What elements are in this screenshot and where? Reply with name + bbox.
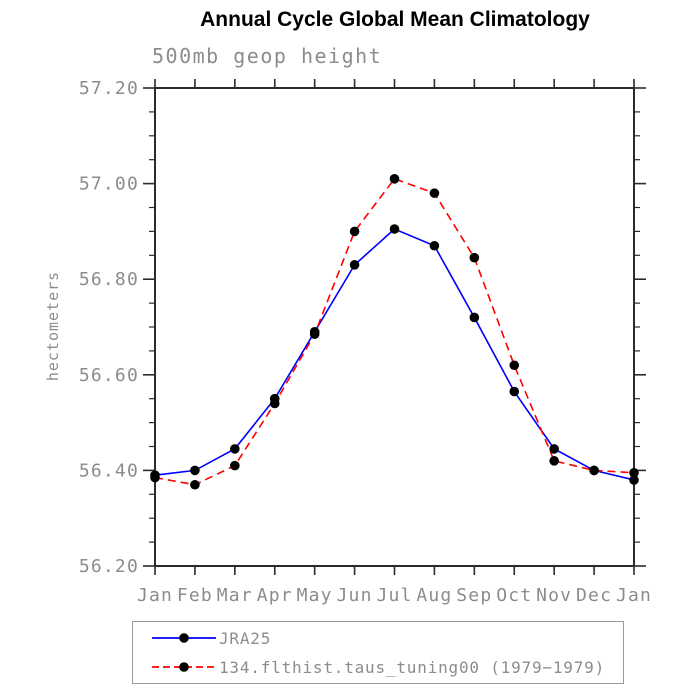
legend-row-tuning00: 134.flthist.taus_tuning00 (1979−1979) [133,652,623,682]
data-point-marker-s0 [349,260,360,270]
y-tick-label: 56.80 [79,269,139,290]
data-point-marker-s1 [429,188,440,198]
data-point-marker-s0 [429,240,440,251]
data-point-marker-s1 [549,456,559,466]
legend-sample-marker-icon [179,633,189,643]
chart-title: Annual Cycle Global Mean Climatology [200,8,590,31]
x-tick-label: Oct [496,585,532,606]
chart-subtitle: 500mb geop height [152,44,383,68]
data-point-marker-s0 [190,465,200,476]
legend-box: JRA25 134.flthist.taus_tuning00 (1979−19… [132,621,624,684]
legend-line-sample-dashed [152,662,216,672]
x-tick-label: May [297,585,333,606]
y-tick-label: 57.00 [79,174,139,195]
x-tick-label: Nov [536,585,572,606]
data-point-marker-s1 [150,472,160,483]
x-tick-label: Dec [576,585,612,606]
data-point-marker-s0 [230,444,240,454]
plot-frame [154,87,635,567]
data-point-marker-s1 [469,252,480,263]
legend-label-jra25: JRA25 [219,628,272,648]
data-point-marker-s1 [629,467,639,478]
x-tick-label: Jan [616,585,652,606]
data-point-marker-s0 [629,475,639,485]
data-point-marker-s1 [509,360,520,371]
data-point-marker-s0 [509,386,520,397]
data-point-marker-s0 [389,224,400,234]
data-point-marker-s1 [589,465,599,476]
x-tick-label: Jan [137,585,173,606]
legend-row-jra25: JRA25 [133,623,623,653]
legend-line-sample-solid [152,633,216,643]
data-point-marker-s1 [389,174,400,184]
data-point-marker-s1 [349,226,360,237]
x-tick-label: Jul [376,585,412,606]
data-point-marker-s1 [230,460,240,471]
x-tick-label: Jun [337,585,373,606]
y-tick-label: 56.40 [79,460,139,481]
series-line-0 [154,228,635,481]
y-tick-label: 56.60 [79,365,139,386]
x-tick-label: Mar [217,585,253,606]
data-point-marker-s1 [269,398,280,409]
data-point-marker-s1 [309,329,320,339]
x-tick-label: Feb [177,585,213,606]
legend-label-tuning00: 134.flthist.taus_tuning00 (1979−1979) [219,657,606,677]
x-tick-label: Aug [416,585,452,606]
x-tick-label: Apr [257,585,293,606]
y-tick-label: 56.20 [79,556,139,577]
x-tick-label: Sep [456,585,492,606]
data-point-marker-s0 [549,444,559,454]
y-tick-label: 57.20 [79,78,139,99]
data-point-marker-s1 [190,479,200,490]
data-point-marker-s0 [469,312,480,323]
legend-sample-marker-icon [179,662,189,672]
